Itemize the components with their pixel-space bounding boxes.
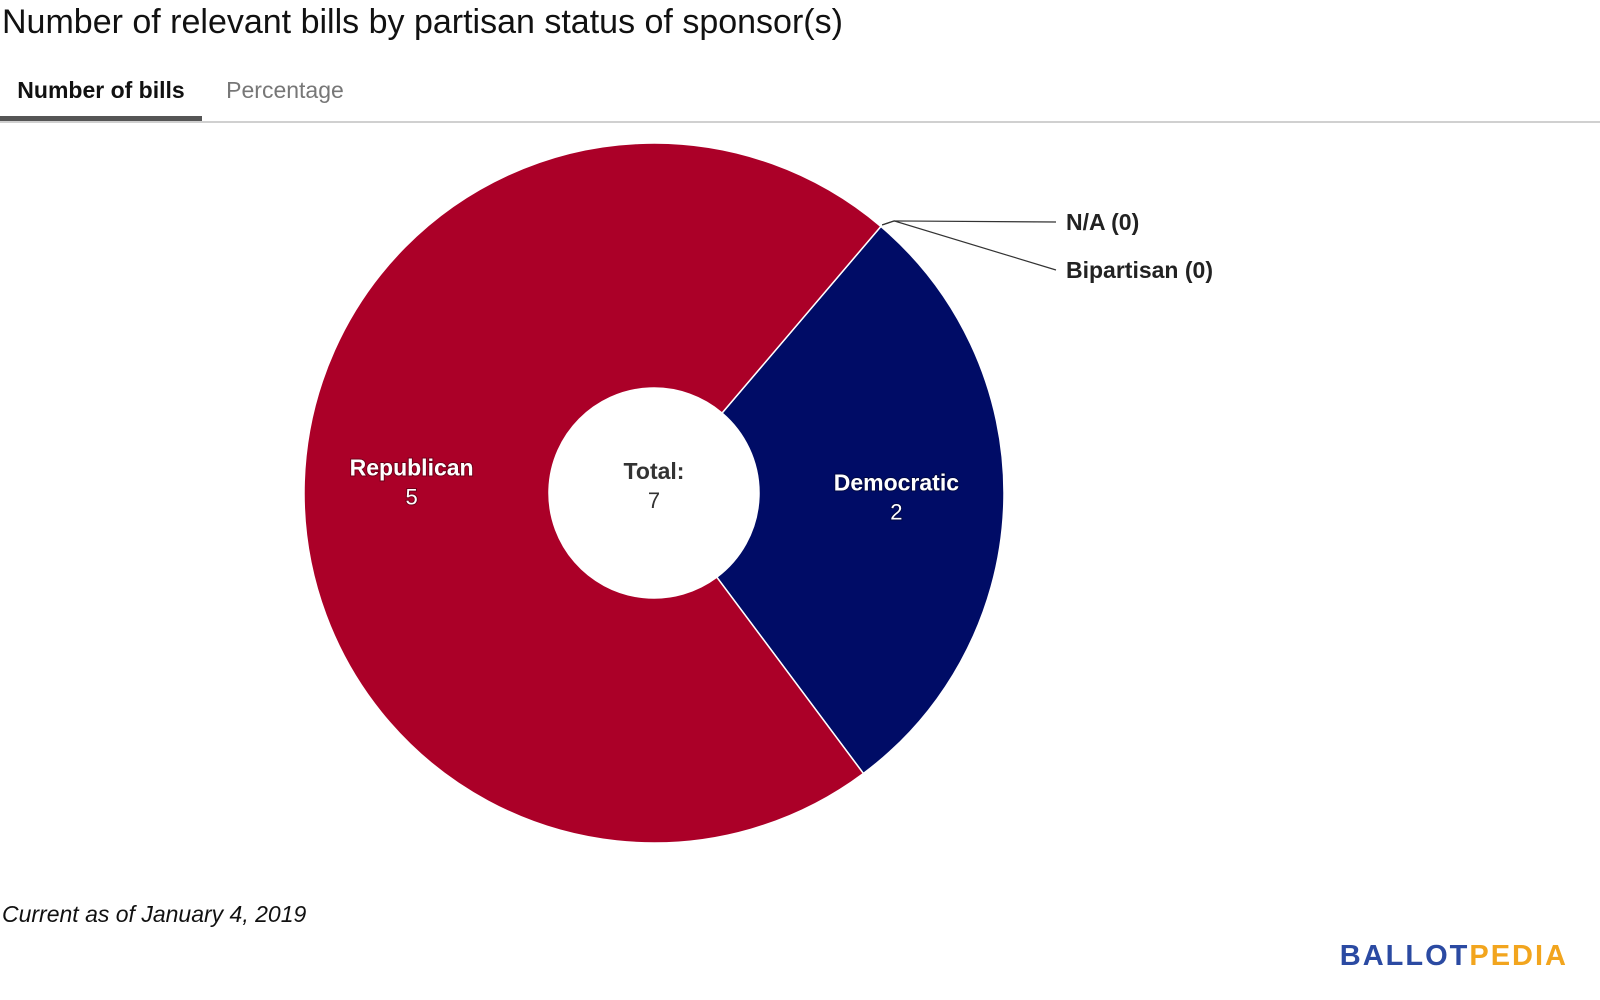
slice-label-republican: Republican [350, 454, 474, 480]
callout-line-bipartisan [881, 220, 1057, 271]
tab-percentage[interactable]: Percentage [226, 77, 344, 103]
ballotpedia-logo[interactable]: BALLOTPEDIA [1340, 940, 1568, 973]
slice-democratic[interactable] [715, 225, 1005, 775]
center-total-label: Total: [624, 458, 685, 484]
slice-label-democratic: Democratic [834, 470, 959, 496]
callout-line-n-a [881, 220, 1057, 226]
tab-number-of-bills[interactable]: Number of bills [0, 68, 202, 121]
center-total-value: 7 [648, 488, 660, 513]
callout-label-bipartisan: Bipartisan (0) [1066, 257, 1213, 283]
logo-text-pedia: PEDIA [1469, 940, 1568, 972]
chart-title: Number of relevant bills by partisan sta… [2, 3, 843, 41]
footnote: Current as of January 4, 2019 [2, 901, 307, 927]
callout-label-n-a: N/A (0) [1066, 209, 1139, 235]
slice-value-democratic: 2 [890, 500, 902, 525]
tab-bar: Number of bills Percentage [0, 68, 1600, 123]
slice-value-republican: 5 [405, 484, 417, 509]
slice-republican[interactable] [303, 142, 882, 844]
logo-text-ballot: BALLOT [1339, 940, 1470, 972]
